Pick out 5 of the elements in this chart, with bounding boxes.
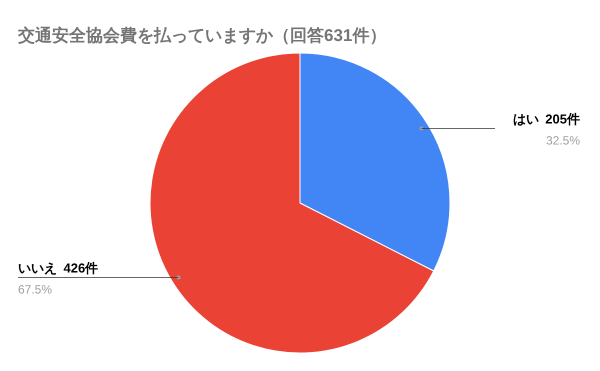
slice-label: はい 205件 xyxy=(512,112,580,126)
chart-title: 交通安全協会費を払っていますか（回答631件） xyxy=(17,26,386,45)
text: 67.5% xyxy=(18,282,52,296)
text: 32.5% xyxy=(546,134,580,148)
slice-label: いいえ 426件 xyxy=(18,260,98,276)
